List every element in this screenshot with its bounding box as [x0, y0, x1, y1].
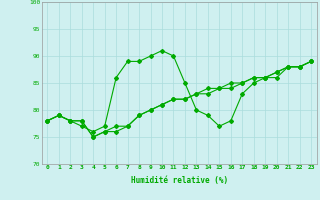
X-axis label: Humidité relative (%): Humidité relative (%) — [131, 176, 228, 185]
